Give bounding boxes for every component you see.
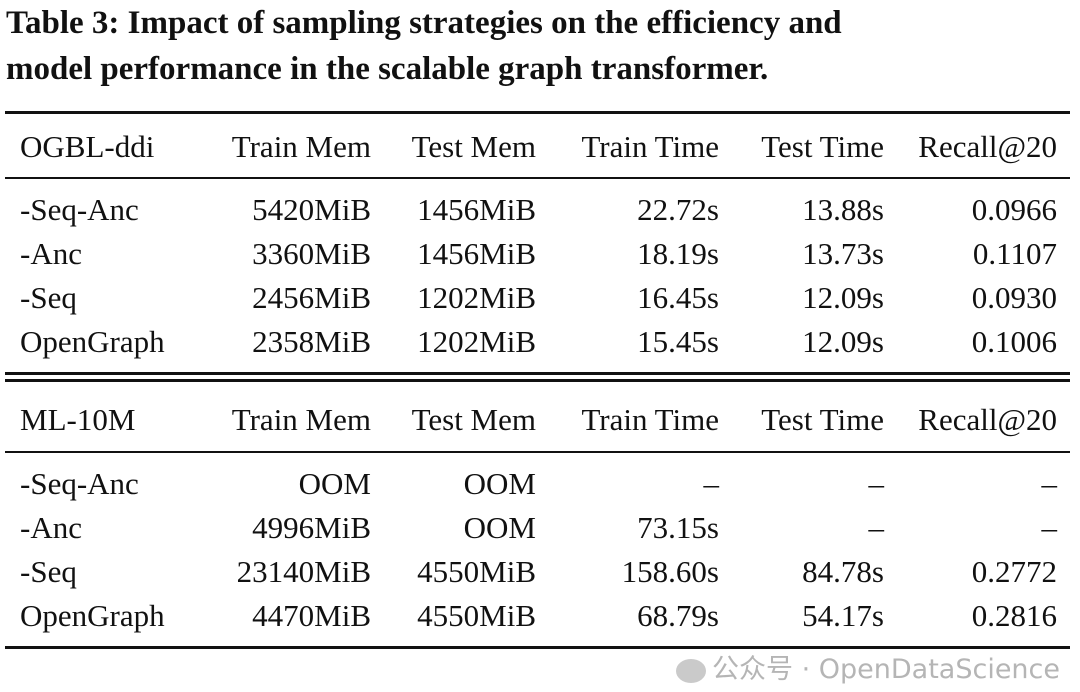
- table-cell: 0.1107: [972, 236, 1057, 271]
- table-caption: Table 3: Impact of sampling strategies o…: [6, 0, 1080, 92]
- table-cell: 22.72s: [637, 192, 719, 227]
- table-cell: 12.09s: [802, 324, 884, 359]
- row-label: OpenGraph: [20, 324, 165, 359]
- table-cell: 4470MiB: [252, 598, 371, 633]
- table-cell: 4550MiB: [417, 554, 536, 589]
- row-label: ML-10M: [20, 402, 136, 437]
- table-cell: Train Mem: [231, 129, 371, 164]
- table-cell: 1456MiB: [417, 192, 536, 227]
- table-cell: 23140MiB: [236, 554, 371, 589]
- table-cell: 13.88s: [802, 192, 884, 227]
- table-cell: OOM: [463, 510, 536, 545]
- table-cell: 0.1006: [971, 324, 1057, 359]
- table-cell: Test Time: [761, 402, 884, 437]
- header-row: OGBL-ddi Train Mem Test Mem Train Time Test …: [0, 125, 1080, 169]
- top-rule: [5, 111, 1070, 114]
- table-row: -Seq-Anc 5420MiB 1456MiB 22.72s 13.88s 0.0966: [0, 188, 1080, 232]
- table-row: -Seq-Anc OOM OOM – – –: [0, 462, 1080, 506]
- row-label: -Anc: [20, 510, 82, 545]
- watermark: 公众号 · OpenDataScience: [676, 652, 1060, 688]
- table-cell: 3360MiB: [252, 236, 371, 271]
- table-cell: OOM: [463, 466, 536, 501]
- table-cell: 4550MiB: [417, 598, 536, 633]
- table-cell: 0.2816: [971, 598, 1057, 633]
- table-cell: OOM: [298, 466, 371, 501]
- table-row: -Seq 23140MiB 4550MiB 158.60s 84.78s 0.2772: [0, 550, 1080, 594]
- table-cell: Test Time: [761, 129, 884, 164]
- table-cell: 1202MiB: [417, 324, 536, 359]
- header-rule: [5, 177, 1070, 179]
- table-cell: –: [703, 466, 720, 501]
- table-row: -Anc 3360MiB 1456MiB 18.19s 13.73s 0.1107: [0, 232, 1080, 276]
- table-row: OpenGraph 4470MiB 4550MiB 68.79s 54.17s 0.281…: [0, 594, 1080, 638]
- table-cell: Test Mem: [411, 402, 536, 437]
- table-cell: Train Time: [581, 129, 719, 164]
- table-cell: Recall@20: [918, 129, 1057, 164]
- table-cell: 16.45s: [637, 280, 719, 315]
- row-label: OpenGraph: [20, 598, 165, 633]
- row-label: -Anc: [20, 236, 82, 271]
- table-cell: Recall@20: [918, 402, 1057, 437]
- wechat-icon: [676, 658, 706, 683]
- table-cell: 73.15s: [637, 510, 719, 545]
- table-row: -Anc 4996MiB OOM 73.15s – –: [0, 506, 1080, 550]
- table-cell: 0.0930: [971, 280, 1057, 315]
- row-label: -Seq: [20, 554, 77, 589]
- table-cell: 18.19s: [637, 236, 719, 271]
- table-cell: –: [868, 466, 885, 501]
- table-cell: 84.78s: [802, 554, 884, 589]
- table-row: -Seq 2456MiB 1202MiB 16.45s 12.09s 0.0930: [0, 276, 1080, 320]
- table-cell: Train Time: [581, 402, 719, 437]
- table-cell: 1456MiB: [417, 236, 536, 271]
- table-cell: –: [1041, 510, 1058, 545]
- table-cell: Test Mem: [411, 129, 536, 164]
- table-cell: 54.17s: [802, 598, 884, 633]
- section-double-rule-bottom: [5, 379, 1070, 382]
- caption-line-2: model performance in the scalable graph …: [6, 51, 769, 87]
- row-label: -Seq-Anc: [20, 192, 139, 227]
- table-cell: 5420MiB: [252, 192, 371, 227]
- header-rule: [5, 451, 1070, 453]
- table-cell: –: [1041, 466, 1058, 501]
- table-cell: 68.79s: [637, 598, 719, 633]
- table-cell: 13.73s: [802, 236, 884, 271]
- table-cell: Train Mem: [231, 402, 371, 437]
- table-cell: 15.45s: [637, 324, 719, 359]
- row-label: -Seq: [20, 280, 77, 315]
- table-cell: 4996MiB: [252, 510, 371, 545]
- header-row: ML-10M Train Mem Test Mem Train Time Test Ti…: [0, 398, 1080, 442]
- caption-line-1: Table 3: Impact of sampling strategies o…: [6, 5, 842, 41]
- table-cell: 1202MiB: [417, 280, 536, 315]
- table-cell: 0.2772: [971, 554, 1057, 589]
- table-cell: 158.60s: [621, 554, 719, 589]
- table-cell: 0.0966: [971, 192, 1057, 227]
- table-row: OpenGraph 2358MiB 1202MiB 15.45s 12.09s 0.100…: [0, 320, 1080, 364]
- table-cell: –: [868, 510, 885, 545]
- table-cell: 2358MiB: [252, 324, 371, 359]
- table-cell: 12.09s: [802, 280, 884, 315]
- section-double-rule-top: [5, 372, 1070, 375]
- table-cell: 2456MiB: [252, 280, 371, 315]
- row-label: OGBL-ddi: [20, 129, 155, 164]
- row-label: -Seq-Anc: [20, 466, 139, 501]
- bottom-rule: [5, 646, 1070, 649]
